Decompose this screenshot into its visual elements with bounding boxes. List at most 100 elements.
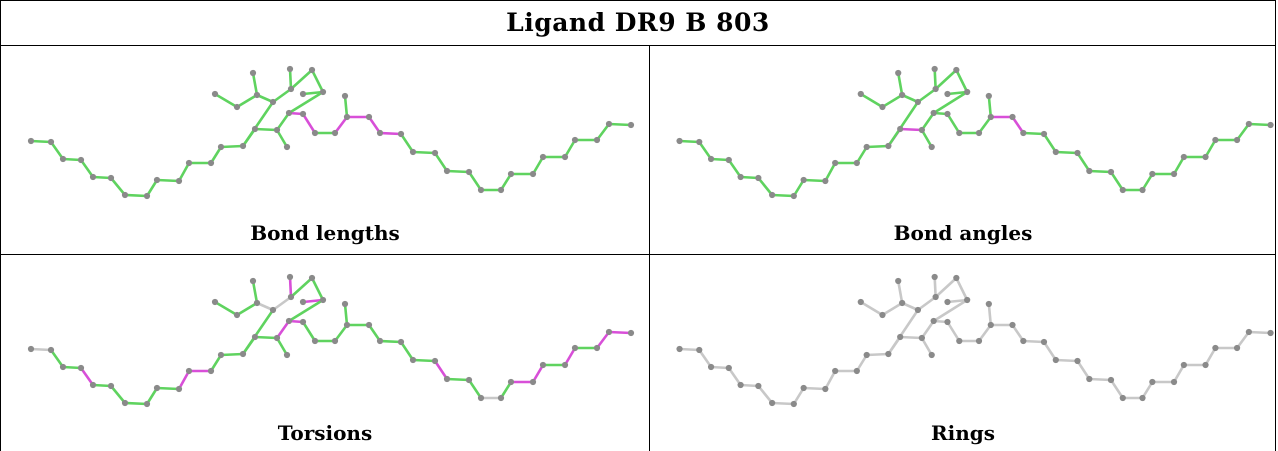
atom-rings-32 [1180,361,1187,369]
atom-bond-angles-16 [930,109,937,117]
atom-bond-lengths-18 [311,129,319,137]
atom-bond-lengths-41 [253,91,261,99]
atom-rings-17 [944,318,951,326]
bond-rings-25 [1076,359,1091,381]
bond-bond-lengths-23 [399,132,415,154]
bond-bond-lengths-25 [433,151,449,173]
atom-bond-lengths-20 [343,113,351,121]
panel-rings: Rings [650,255,1276,451]
atom-rings-40 [895,277,902,285]
atom-rings-15 [918,334,925,342]
bond-bond-angles-36 [1247,122,1272,127]
atom-bond-angles-14 [897,125,904,133]
atom-bond-lengths-34 [571,136,579,144]
atom-bond-lengths-32 [539,153,547,161]
bond-bond-lengths-6 [123,193,149,198]
bond-bond-angles-35 [1235,122,1251,142]
atom-torsions-21 [365,321,373,329]
atom-bond-angles-18 [956,129,963,137]
bond-bond-lengths-24 [411,150,437,155]
bond-bond-angles-43 [934,68,958,91]
bond-rings-42 [933,275,937,299]
bond-bond-lengths-22 [378,131,403,136]
atom-torsions-47 [299,298,307,306]
bond-bond-angles-49 [887,100,920,148]
atom-bond-angles-23 [1040,130,1048,138]
atom-bond-angles-37 [1267,121,1274,129]
atom-torsions-17 [299,318,307,326]
caption-rings: Rings [930,421,995,445]
bond-rings-15 [920,319,935,340]
atom-bond-lengths-11 [207,159,215,167]
bond-rings-35 [1235,330,1251,350]
atom-torsions-31 [529,378,537,386]
bond-rings-23 [1042,340,1058,362]
bond-torsions-26 [445,377,471,382]
atom-bond-angles-19 [975,129,983,137]
atom-bond-angles-4 [737,173,744,181]
bond-bond-angles-47 [987,94,993,119]
atom-torsions-24 [409,356,417,364]
atom-rings-29 [1139,394,1146,402]
bond-bond-angles-14 [898,127,924,132]
atom-torsions-2 [59,363,67,371]
bond-bond-lengths-9 [177,161,191,183]
bond-bond-lengths-27 [467,170,483,192]
bond-torsions-15 [275,319,291,340]
bond-bond-lengths-39 [251,71,259,97]
atom-bond-angles-17 [944,110,951,118]
atom-torsions-0 [27,345,35,353]
atom-bond-angles-29 [1139,186,1146,194]
atom-bond-angles-6 [769,191,776,199]
atom-bond-lengths-40 [249,69,257,77]
atom-bond-lengths-19 [331,129,339,137]
atom-torsions-32 [539,361,547,369]
panel-bond-angles: Bond angles [650,47,1276,254]
molecule-rings [676,273,1274,408]
bond-bond-angles-1 [697,140,713,161]
atom-torsions-25 [431,357,439,365]
atom-bond-angles-26 [1086,167,1093,175]
atom-bond-lengths-21 [365,113,373,121]
atom-bond-lengths-37 [627,121,635,129]
atom-bond-angles-40 [895,69,902,77]
bond-rings-24 [1054,358,1079,363]
atom-bond-angles-34 [1212,136,1219,144]
bond-bond-angles-23 [1042,132,1058,154]
bond-bond-lengths-44 [310,68,325,94]
atom-bond-lengths-23 [397,130,405,138]
atom-torsions-12 [217,351,225,359]
bond-rings-49 [887,308,920,356]
atom-bond-angles-0 [676,137,683,145]
bond-bond-lengths-33 [563,138,577,159]
bond-bond-angles-39 [896,71,904,97]
atom-bond-angles-42 [914,98,922,106]
bond-rings-12 [865,352,890,357]
atom-torsions-18 [311,337,319,345]
bond-bond-lengths-47 [343,94,349,119]
caption-bond-angles: Bond angles [893,221,1033,245]
atom-rings-6 [769,399,776,407]
bond-torsions-38 [235,301,259,317]
atom-rings-8 [800,384,807,392]
atom-rings-47 [944,298,951,306]
atom-bond-lengths-3 [77,156,85,164]
bond-bond-angles-7 [792,178,805,198]
atom-bond-lengths-12 [217,143,225,151]
atom-rings-39 [879,311,886,319]
bond-rings-26 [1088,377,1113,382]
atom-torsions-29 [497,394,505,402]
bond-bond-angles-19 [977,115,993,135]
bond-bond-angles-6 [770,193,796,198]
atom-bond-lengths-13 [239,142,247,150]
bond-bond-lengths-48 [275,128,289,149]
atom-rings-10 [832,367,839,375]
atom-torsions-35 [593,344,601,352]
bond-bond-lengths-21 [367,115,382,135]
atom-bond-angles-11 [853,159,860,167]
bond-torsions-1 [49,348,65,369]
atom-torsions-15 [273,334,281,342]
bond-torsions-45 [301,298,325,304]
atom-bond-lengths-47 [299,90,307,98]
